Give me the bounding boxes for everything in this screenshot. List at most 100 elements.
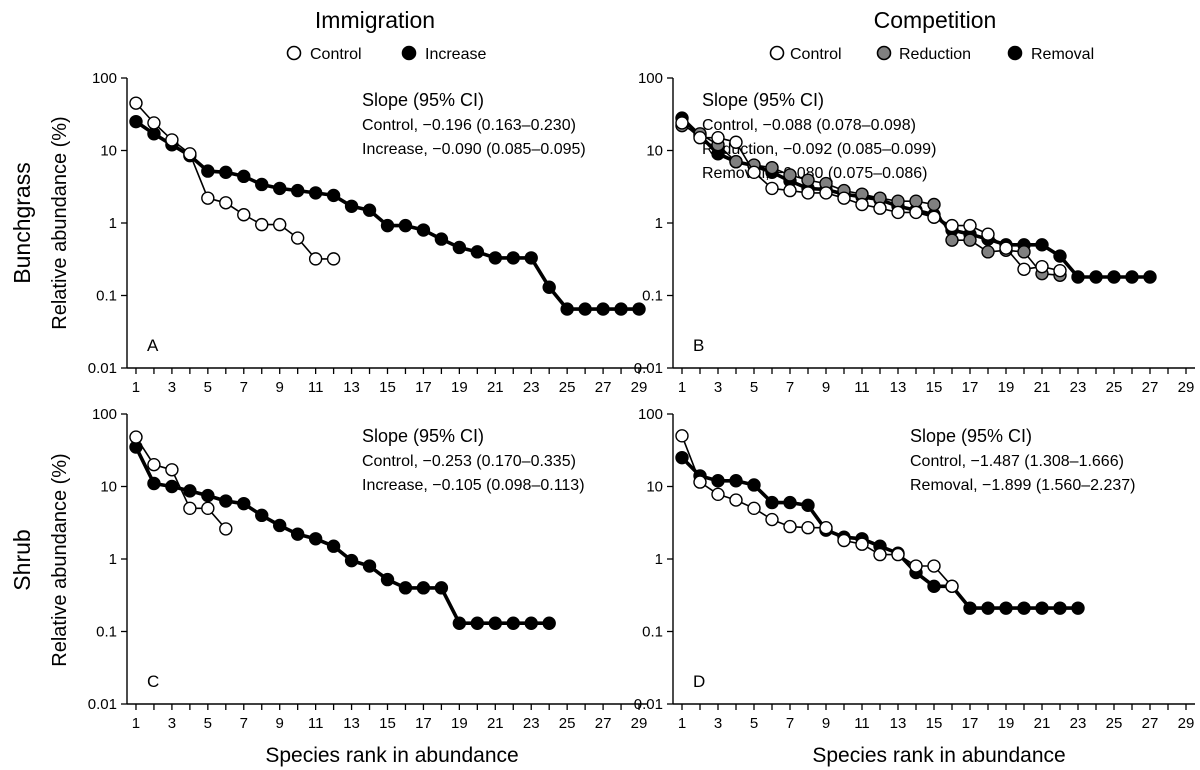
x-tick-label: 5 [750,715,758,732]
y-tick-label: 1 [109,551,117,568]
data-point [542,280,556,294]
legend-label-removal: Removal [1031,46,1094,63]
series-line [681,124,1061,277]
data-point [614,302,628,316]
x-tick-label: 13 [343,715,360,732]
data-point [398,581,413,595]
data-point [1071,270,1085,284]
x-tick-label: 1 [132,379,140,396]
y-tick-label: 100 [638,406,663,423]
data-point [945,579,959,594]
data-point [237,169,251,184]
data-point [219,494,233,508]
data-point [596,302,610,316]
data-point [201,164,215,178]
data-point [344,199,359,213]
slope-header: Slope (95% CI) [362,90,484,110]
column-title-competition: Competition [874,7,997,33]
slope-header: Slope (95% CI) [910,426,1032,446]
x-tick-label: 29 [631,715,648,732]
data-point [747,165,761,180]
x-tick-label: 19 [998,379,1015,396]
x-tick-label: 23 [523,379,540,396]
data-point [981,245,995,259]
data-point [963,233,977,247]
data-point [290,527,305,541]
y-tick-label: 0.01 [634,696,663,713]
data-point [909,205,923,220]
legend-marker-removal [1007,45,1023,61]
data-point [326,539,341,553]
x-tick-label: 29 [1178,379,1195,396]
x-tick-label: 19 [451,379,468,396]
x-tick-label: 13 [890,715,907,732]
data-point [578,302,592,316]
data-point [819,186,833,200]
legend-marker-increase [401,45,417,61]
x-tick-label: 15 [379,715,396,732]
data-point [963,218,977,233]
x-tick-label: 9 [276,379,284,396]
data-point [452,616,467,630]
x-tick-label: 21 [1034,379,1051,396]
data-point [927,559,941,573]
data-point [855,537,869,551]
data-point [999,241,1013,255]
data-point [542,616,556,630]
y-tick-label: 0.1 [96,288,117,305]
y-tick-label: 10 [100,479,117,496]
data-point [273,217,287,232]
x-tick-label: 19 [998,715,1015,732]
row-title-shrub: Shrub [9,529,35,590]
legend-marker-control [286,45,302,61]
data-point [729,493,743,507]
panel-letter: D [693,672,705,691]
data-point [1053,263,1067,278]
legend-label-increase: Increase [425,46,486,63]
x-tick-label: 15 [926,379,943,396]
data-point [273,518,287,533]
x-tick-label: 3 [168,715,176,732]
data-point [801,173,815,187]
x-tick-label: 3 [714,715,722,732]
x-tick-label: 27 [1142,715,1159,732]
x-tick-label: 1 [132,715,140,732]
series-control [675,116,1067,278]
y-tick-label: 10 [646,143,663,160]
data-point [326,188,341,203]
data-point [981,227,995,241]
x-tick-label: 11 [854,379,870,396]
x-tick-label: 17 [962,379,979,396]
data-point [470,245,485,259]
data-point [255,508,269,523]
data-point [147,476,161,491]
slope-entry: Control, −1.487 (1.308–1.666) [910,453,1124,470]
series-line [681,435,953,587]
x-tick-label: 13 [343,379,360,396]
y-tick-label: 100 [638,70,663,87]
slope-header: Slope (95% CI) [362,426,484,446]
data-point [711,487,725,502]
data-point [783,183,797,198]
series-line [134,446,550,626]
slope-entry: Removal, −1.899 (1.560–2.237) [910,477,1135,494]
data-point [1053,601,1067,615]
y-tick-label: 1 [109,215,117,232]
data-point [891,194,905,208]
data-point [693,475,707,489]
data-point [1035,259,1049,274]
x-tick-label: 5 [204,379,212,396]
data-point [416,223,431,237]
data-point [981,601,995,615]
x-tick-label: 9 [822,715,830,732]
x-tick-label: 13 [890,379,907,396]
data-point [819,521,833,535]
slope-entry: Reduction, −0.092 (0.085–0.099) [702,141,936,158]
data-point [344,553,359,568]
data-point [183,147,197,161]
data-point [891,547,905,562]
data-point [362,559,377,573]
legend-label-control: Control [790,46,842,63]
series-increase [129,440,556,630]
